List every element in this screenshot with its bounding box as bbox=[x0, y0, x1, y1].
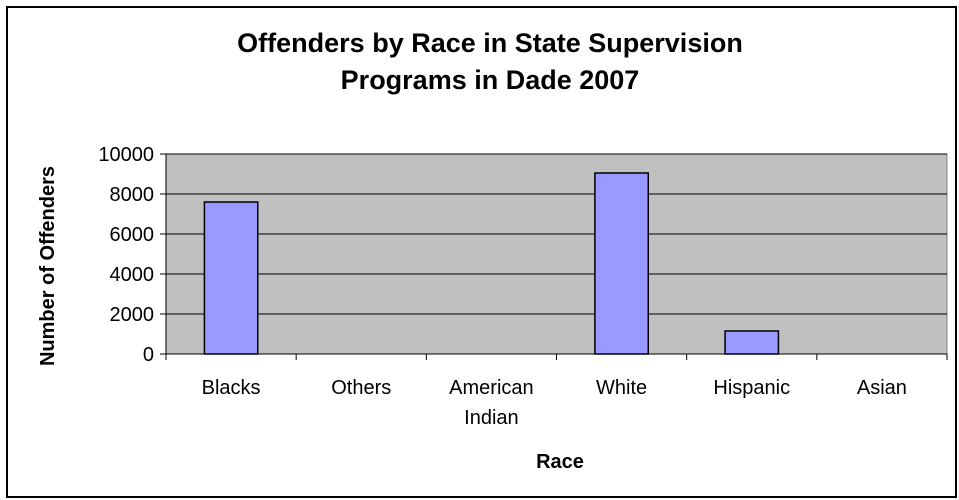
y-tick-label: 8000 bbox=[110, 184, 155, 206]
y-axis-title: Number of Offenders bbox=[37, 166, 59, 366]
y-tick-label: 4000 bbox=[110, 264, 155, 286]
chart-title-line-2: Programs in Dade 2007 bbox=[341, 65, 640, 95]
plot-area bbox=[165, 153, 948, 355]
chart-title-line-1: Offenders by Race in State Supervision bbox=[237, 28, 743, 58]
y-tick-label: 6000 bbox=[110, 224, 155, 246]
bar bbox=[594, 172, 650, 355]
y-tick-label: 2000 bbox=[110, 304, 155, 326]
x-tick-label: White bbox=[596, 377, 647, 399]
x-tick-label: Indian bbox=[464, 407, 519, 429]
x-axis-title: Race bbox=[536, 451, 584, 473]
x-tick-label: Hispanic bbox=[713, 377, 790, 399]
bar bbox=[203, 201, 259, 355]
bar bbox=[724, 330, 780, 355]
x-tick-label: Asian bbox=[857, 377, 907, 399]
chart-title: Offenders by Race in State Supervision Pr… bbox=[237, 28, 743, 95]
gridlines bbox=[166, 153, 947, 315]
y-tick-label: 10000 bbox=[98, 144, 154, 166]
x-tick-label: American bbox=[449, 377, 533, 399]
x-axis-ticks: Blacks Others American Indian White Hispanic A… bbox=[165, 354, 948, 429]
bar-chart: Offenders by Race in State Supervision Pr… bbox=[37, 28, 948, 473]
chart-frame: Offenders by Race in State Supervision Pr… bbox=[6, 6, 957, 498]
y-tick-label: 0 bbox=[143, 344, 154, 366]
x-tick-label: Blacks bbox=[202, 377, 261, 399]
x-tick-label: Others bbox=[331, 377, 391, 399]
